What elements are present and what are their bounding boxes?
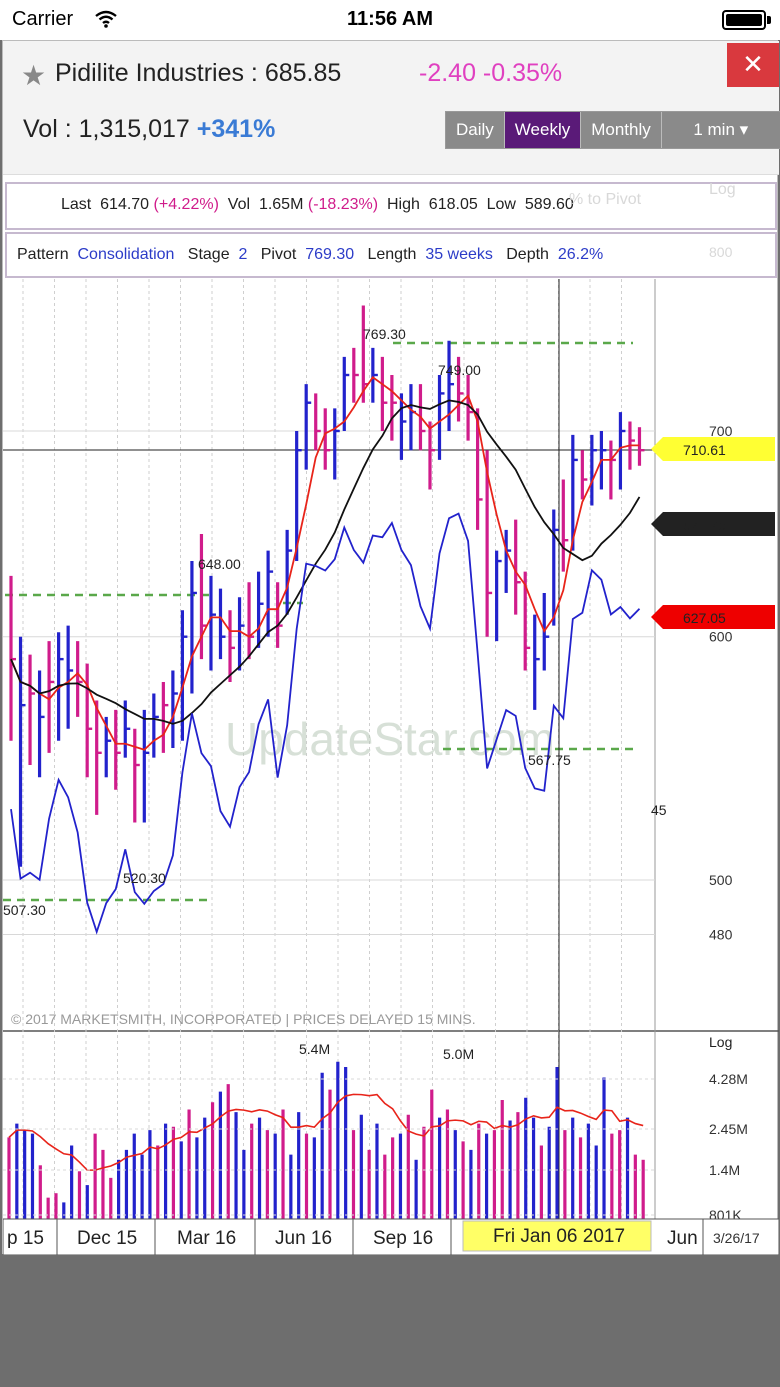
period-selector: Daily Weekly Monthly 1 min ▾ [445, 111, 780, 149]
price-tag-shape [651, 512, 775, 536]
price-annotation: 520.30 [123, 870, 166, 886]
battery-icon [722, 10, 766, 30]
x-axis-label: Mar 16 [177, 1228, 236, 1249]
watermark-text: UpdateStar.com [225, 713, 555, 765]
pattern-label: Pattern [17, 246, 69, 263]
wifi-icon [94, 10, 118, 34]
rs-value: 45 [651, 802, 667, 818]
price-tick-label: 480 [709, 926, 733, 942]
ghost-pivot-label: % to Pivot [569, 191, 642, 208]
rs-line [10, 512, 641, 935]
price-tag-shape [651, 605, 775, 629]
volume-ma-line [8, 1093, 644, 1171]
ma-long-line [10, 399, 641, 725]
selected-date-label: Fri Jan 06 2017 [493, 1226, 625, 1247]
x-axis-label: Jun 16 [275, 1228, 332, 1249]
period-monthly-button[interactable]: Monthly [581, 112, 662, 148]
period-weekly-button[interactable]: Weekly [504, 112, 582, 148]
price-tag-shape [651, 437, 775, 461]
x-axis-label: Jun [667, 1228, 698, 1249]
close-button[interactable]: ✕ [727, 43, 779, 87]
interval-dropdown[interactable]: 1 min ▾ [661, 112, 780, 148]
pivot-label: Pivot [260, 246, 297, 263]
price-tick-label: 600 [709, 629, 733, 645]
ghost-log-label: Log [709, 181, 736, 198]
clock: 11:56 AM [347, 8, 433, 30]
x-axis-label: Sep 16 [373, 1228, 433, 1249]
volume-tick-label: 1.4M [709, 1162, 740, 1178]
length-value: 35 weeks [425, 246, 493, 263]
stage-value: 2 [238, 246, 248, 263]
price-volume-chart[interactable]: 480 500 600 700 UpdateStar.com 45 769.30 749.00… [3, 279, 779, 1255]
ghost-800-label: 800 [709, 244, 733, 260]
price-change: -2.40 -0.35% [419, 59, 563, 87]
corner-date-label: 3/26/17 [713, 1230, 760, 1246]
x-axis-label: Dec 15 [77, 1228, 137, 1249]
period-daily-button[interactable]: Daily [446, 112, 505, 148]
depth-value: 26.2% [557, 246, 604, 263]
volume-tick-label: 2.45M [709, 1121, 748, 1137]
copyright-text: © 2017 MARKETSMITH, INCORPORATED | PRICE… [11, 1011, 476, 1027]
volume-annotation: 5.4M [299, 1041, 330, 1057]
carrier-label: Carrier [12, 8, 74, 30]
price-tag-label: 710.61 [683, 442, 726, 458]
high-value: 618.05 [428, 196, 478, 213]
chart-panel: ★ Pidilite Industries : 685.85 -2.40 -0.… [2, 40, 780, 1255]
price-annotation: 567.75 [528, 752, 571, 768]
x-axis-label: p 15 [7, 1228, 44, 1249]
vol-change: (-18.23%) [307, 196, 379, 213]
chart-area[interactable]: 480 500 600 700 UpdateStar.com 45 769.30 749.00… [3, 279, 779, 1255]
vol-label: Vol [227, 196, 251, 213]
price-tick-label: 500 [709, 872, 733, 888]
price-annotation: 749.00 [438, 362, 481, 378]
low-value: 589.60 [524, 196, 574, 213]
volume-annotation: 5.0M [443, 1046, 474, 1062]
battery-nub-icon [767, 16, 771, 24]
price-annotation: 648.00 [198, 556, 241, 572]
stock-title: Pidilite Industries : 685.85 [55, 59, 342, 87]
price-tick-label: 700 [709, 423, 733, 439]
volume-label: Vol : 1,315,017 [23, 115, 190, 143]
volume-tick-label: 4.28M [709, 1071, 748, 1087]
volume-change: +341% [196, 115, 276, 143]
ma-short-line [10, 376, 640, 751]
stock-header: ★ Pidilite Industries : 685.85 -2.40 -0.… [3, 41, 780, 175]
volume-axis-title: Log [709, 1034, 732, 1050]
selected-date-box [462, 1220, 652, 1252]
price-tag-label: 627.05 [683, 610, 726, 626]
quote-info-bar: Last 614.70 (+4.22%) Vol 1.65M (-18.23%)… [5, 182, 777, 230]
status-bar: Carrier 11:56 AM [0, 0, 780, 40]
price-tag-label: 671.75 [683, 517, 726, 533]
stage-label: Stage [187, 246, 230, 263]
depth-label: Depth [506, 246, 549, 263]
low-label: Low [486, 196, 516, 213]
last-change: (+4.22%) [153, 196, 219, 213]
vol-value: 1.65M [258, 196, 304, 213]
length-label: Length [367, 246, 417, 263]
pattern-info-bar: Pattern Consolidation Stage 2 Pivot 769.… [5, 232, 777, 278]
star-icon[interactable]: ★ [21, 60, 47, 91]
high-label: High [387, 196, 420, 213]
volume-summary: Vol : 1,315,017 +341% [23, 115, 275, 144]
price-annotation: 507.30 [3, 902, 46, 918]
pattern-value[interactable]: Consolidation [77, 246, 175, 263]
last-label: Last [61, 196, 92, 213]
pivot-value: 769.30 [305, 246, 355, 263]
last-value: 614.70 [100, 196, 150, 213]
price-annotation: 769.30 [363, 326, 406, 342]
